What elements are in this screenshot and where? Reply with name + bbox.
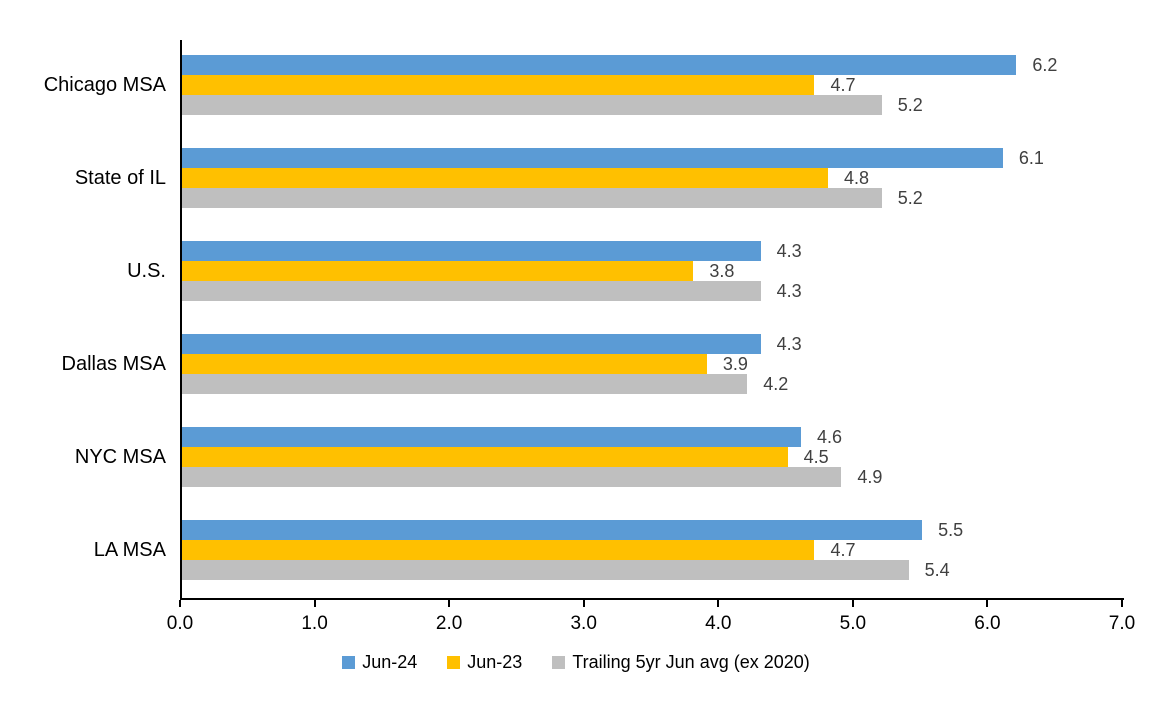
x-axis-tick [986, 600, 989, 607]
x-axis-tick-label: 0.0 [166, 613, 194, 634]
bar-row: 5.2 [182, 188, 1124, 208]
legend-swatch-icon [447, 655, 461, 669]
data-label: 4.8 [843, 168, 869, 188]
bar-row: 5.5 [182, 520, 1124, 540]
category-label: LA MSA [93, 539, 166, 561]
bar-row: 4.9 [182, 467, 1124, 487]
bar-Trailing 5yr Jun avg (ex 2020) [182, 95, 882, 115]
bar-Jun-24 [182, 148, 1003, 168]
x-axis-tick [448, 600, 451, 607]
legend-item: Jun-24 [342, 652, 417, 672]
bar-Jun-23 [182, 540, 815, 560]
data-label: 4.3 [776, 334, 802, 354]
bar-row: 5.4 [182, 560, 1124, 580]
data-label: 4.3 [776, 281, 802, 301]
category-label: NYC MSA [74, 446, 166, 468]
bar-Trailing 5yr Jun avg (ex 2020) [182, 188, 882, 208]
bar-row: 4.6 [182, 427, 1124, 447]
bar-row: 4.2 [182, 374, 1124, 394]
x-axis-tick-label: 5.0 [839, 613, 867, 634]
bar-Jun-23 [182, 261, 694, 281]
data-label: 4.7 [830, 75, 856, 95]
bar-group: 4.3 3.8 4.3 [182, 241, 1124, 301]
bar-row: 6.2 [182, 55, 1124, 75]
x-axis-tick [717, 600, 720, 607]
bar-row: 4.7 [182, 75, 1124, 95]
bar-group: 5.5 4.7 5.4 [182, 520, 1124, 580]
data-label: 5.2 [897, 188, 923, 208]
data-label: 4.9 [857, 467, 883, 487]
legend-label: Jun-24 [362, 652, 418, 672]
bar-row: 4.3 [182, 281, 1124, 301]
bar-row: 4.8 [182, 168, 1124, 188]
x-axis-tick-label: 3.0 [570, 613, 597, 634]
bar-row: 5.2 [182, 95, 1124, 115]
data-label: 4.6 [817, 427, 843, 447]
data-label: 4.5 [803, 447, 829, 467]
x-axis-tick-label: 4.0 [705, 613, 732, 634]
legend-swatch-icon [342, 655, 356, 669]
bar-Jun-24 [182, 427, 802, 447]
category-label: Chicago MSA [43, 74, 166, 96]
x-axis-tick-label: 1.0 [301, 613, 328, 634]
category-label: U.S. [127, 260, 166, 282]
bar-row: 4.7 [182, 540, 1124, 560]
bar-group: 6.1 4.8 5.2 [182, 148, 1124, 208]
data-label: 3.8 [709, 261, 735, 281]
data-label: 3.9 [722, 354, 748, 374]
bar-Trailing 5yr Jun avg (ex 2020) [182, 374, 748, 394]
x-axis-tick [582, 600, 585, 607]
bar-Jun-23 [182, 447, 788, 467]
data-label: 4.7 [830, 540, 856, 560]
data-label: 6.2 [1032, 55, 1058, 75]
x-axis-tick-label: 7.0 [1108, 613, 1136, 634]
data-label: 4.2 [763, 374, 789, 394]
bar-Jun-24 [182, 55, 1017, 75]
bar-Trailing 5yr Jun avg (ex 2020) [182, 467, 842, 487]
bar-Trailing 5yr Jun avg (ex 2020) [182, 281, 761, 301]
data-label: 5.2 [897, 95, 923, 115]
bar-row: 6.1 [182, 148, 1124, 168]
legend-label: Trailing 5yr Jun avg (ex 2020) [572, 652, 810, 672]
bar-Jun-23 [182, 75, 815, 95]
bar-group: 4.6 4.5 4.9 [182, 427, 1124, 487]
data-label: 5.4 [924, 560, 950, 580]
legend-item: Trailing 5yr Jun avg (ex 2020) [552, 652, 810, 672]
data-label: 5.5 [938, 520, 964, 540]
legend-item: Jun-23 [447, 652, 522, 672]
bar-Jun-23 [182, 354, 707, 374]
chart-legend: Jun-24 Jun-23 Trailing 5yr Jun avg (ex 202… [0, 652, 1152, 672]
legend-label: Jun-23 [467, 652, 523, 672]
bar-group: 6.2 4.7 5.2 [182, 55, 1124, 115]
bar-row: 3.9 [182, 354, 1124, 374]
x-axis-tick [313, 600, 316, 607]
bar-Jun-24 [182, 241, 761, 261]
data-label: 6.1 [1018, 148, 1044, 168]
category-label: State of IL [74, 167, 166, 189]
bar-row: 4.3 [182, 334, 1124, 354]
legend-swatch-icon [552, 655, 566, 669]
bar-Jun-24 [182, 334, 761, 354]
x-axis-tick [1121, 600, 1123, 607]
bar-Trailing 5yr Jun avg (ex 2020) [182, 560, 909, 580]
x-axis-tick [179, 600, 181, 607]
bar-group: 4.3 3.9 4.2 [182, 334, 1124, 394]
bar-row: 4.5 [182, 447, 1124, 467]
x-axis-tick-label: 6.0 [974, 613, 1001, 634]
bar-row: 3.8 [182, 261, 1124, 281]
bar-Jun-23 [182, 168, 828, 188]
category-label: Dallas MSA [61, 353, 166, 375]
bar-row: 4.3 [182, 241, 1124, 261]
bar-Jun-24 [182, 520, 923, 540]
x-axis-tick [851, 600, 854, 607]
data-label: 4.3 [776, 241, 802, 261]
x-axis-tick-label: 2.0 [435, 613, 463, 634]
plot-area: 6.2 4.7 5.2 6.1 4.8 5.2 4.3 3.8 4.3 4.3 3.9 4.2 4.6 4… [180, 40, 1124, 600]
